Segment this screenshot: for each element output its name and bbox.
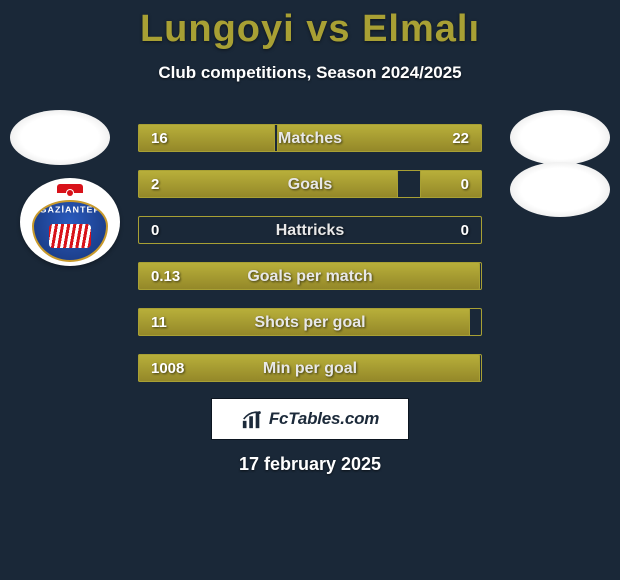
subtitle: Club competitions, Season 2024/2025 [0,63,620,83]
stat-label: Matches [139,125,481,153]
stat-label: Goals per match [139,263,481,291]
club-avatar-right [510,162,610,217]
brand-text: FcTables.com [269,409,379,429]
club-badge-left: GAZİANTEP [20,178,120,266]
stat-label: Hattricks [139,217,481,245]
stat-label: Goals [139,171,481,199]
stat-row: 16Matches22 [138,124,482,152]
date-label: 17 february 2025 [0,454,620,475]
stat-row: 11Shots per goal [138,308,482,336]
player-avatar-right [510,110,610,165]
stat-label: Shots per goal [139,309,481,337]
stat-value-right: 0 [461,171,469,199]
stat-row: 0.13Goals per match [138,262,482,290]
stat-row: 1008Min per goal [138,354,482,382]
stat-row: 2Goals0 [138,170,482,198]
page-title: Lungoyi vs Elmalı [0,0,620,51]
stat-label: Min per goal [139,355,481,383]
stat-value-right: 22 [452,125,469,153]
stat-row: 0Hattricks0 [138,216,482,244]
stats-bar-chart: 16Matches222Goals00Hattricks00.13Goals p… [138,124,482,400]
club-badge-text: GAZİANTEP [34,206,106,215]
player-avatar-left [10,110,110,165]
fctables-logo-icon [241,408,263,430]
club-badge-stripes [49,224,91,248]
stat-value-right: 0 [461,217,469,245]
brand-box[interactable]: FcTables.com [211,398,409,440]
